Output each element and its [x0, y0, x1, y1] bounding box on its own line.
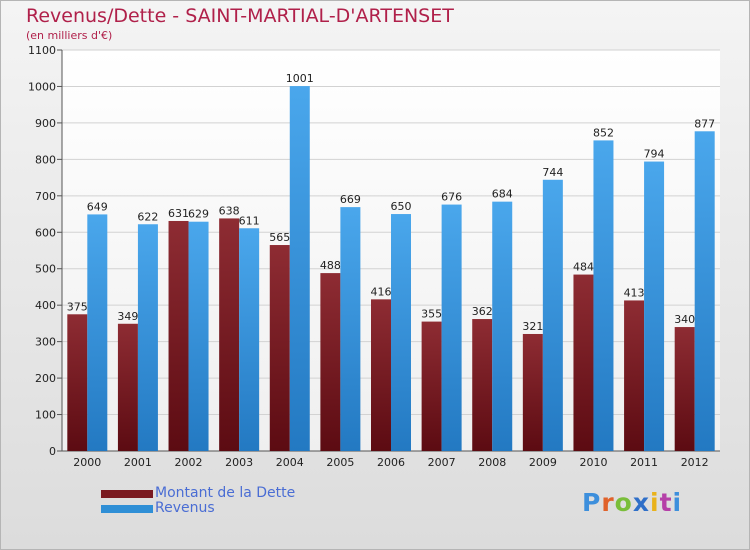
y-tick-label: 500: [35, 263, 56, 276]
x-tick-label: 2012: [681, 456, 709, 469]
value-label-dette: 484: [573, 261, 594, 274]
x-tick-label: 2007: [428, 456, 456, 469]
y-tick-label: 300: [35, 336, 56, 349]
bar-dette: [67, 314, 88, 451]
y-tick-label: 900: [35, 117, 56, 130]
bar-revenus: [289, 86, 310, 451]
value-label-revenus: 684: [492, 188, 513, 201]
value-label-revenus: 1001: [286, 72, 314, 85]
chart-subtitle: (en milliers d'€): [26, 29, 113, 42]
y-tick-label: 400: [35, 299, 56, 312]
bar-dette: [371, 299, 391, 451]
bar-revenus: [542, 179, 563, 451]
value-label-dette: 638: [219, 204, 240, 217]
value-label-dette: 416: [371, 285, 392, 298]
value-label-revenus: 676: [441, 191, 462, 204]
bar-revenus: [137, 224, 158, 451]
x-tick-label: 2000: [73, 456, 101, 469]
value-label-dette: 631: [168, 207, 189, 220]
value-label-revenus: 650: [391, 200, 412, 213]
chart-title: Revenus/Dette - SAINT-MARTIAL-D'ARTENSET: [26, 5, 454, 27]
x-tick-label: 2002: [175, 456, 203, 469]
value-label-dette: 362: [472, 305, 493, 318]
x-tick-label: 2008: [478, 456, 506, 469]
bar-revenus: [391, 214, 411, 451]
brand-logo-letter: i: [650, 488, 660, 517]
x-tick-label: 2009: [529, 456, 557, 469]
y-tick-label: 1100: [28, 44, 56, 57]
value-label-dette: 340: [674, 313, 695, 326]
brand-logo-letter: P: [582, 488, 602, 517]
bar-dette: [117, 323, 138, 451]
y-tick-label: 0: [49, 445, 56, 458]
bar-dette: [219, 218, 240, 451]
brand-logo-letter: o: [614, 488, 633, 517]
value-label-dette: 565: [269, 231, 290, 244]
value-label-revenus: 629: [188, 208, 209, 221]
y-tick-label: 700: [35, 190, 56, 203]
legend-swatch-revenus: [101, 505, 153, 513]
bar-revenus: [87, 214, 108, 451]
bar-revenus: [492, 201, 513, 451]
bar-dette: [624, 300, 645, 451]
bar-dette: [421, 321, 442, 451]
value-label-revenus: 877: [694, 117, 715, 130]
value-label-dette: 413: [624, 286, 645, 299]
brand-logo-letter: i: [672, 488, 683, 517]
bar-revenus: [593, 140, 614, 451]
legend-label-revenus: Revenus: [155, 500, 215, 516]
x-tick-label: 2011: [630, 456, 658, 469]
bar-dette: [269, 245, 290, 451]
bar-revenus: [694, 131, 715, 451]
bar-dette: [522, 333, 543, 451]
y-tick-label: 100: [35, 409, 56, 422]
value-label-dette: 488: [320, 259, 341, 272]
value-label-revenus: 794: [644, 148, 665, 161]
brand-logo-letter: t: [659, 488, 673, 517]
legend-label-dette: Montant de la Dette: [155, 485, 296, 501]
x-tick-label: 2004: [276, 456, 304, 469]
bar-dette: [320, 273, 341, 451]
bar-revenus: [644, 161, 665, 451]
value-label-dette: 375: [67, 300, 88, 313]
bar-dette: [472, 319, 493, 451]
value-label-revenus: 622: [137, 210, 158, 223]
value-label-revenus: 649: [87, 200, 108, 213]
bar-dette: [168, 220, 189, 451]
value-label-dette: 321: [522, 320, 543, 333]
y-tick-label: 600: [35, 226, 56, 239]
bar-revenus: [188, 221, 209, 451]
value-label-dette: 349: [117, 310, 138, 323]
x-tick-label: 2001: [124, 456, 152, 469]
brand-logo-letter: r: [601, 488, 615, 517]
value-label-revenus: 669: [340, 193, 361, 206]
y-tick-label: 800: [35, 153, 56, 166]
x-tick-label: 2006: [377, 456, 405, 469]
value-label-revenus: 744: [542, 166, 563, 179]
x-tick-label: 2005: [326, 456, 354, 469]
legend-swatch-dette: [101, 490, 153, 498]
value-label-revenus: 852: [593, 126, 614, 139]
bar-dette: [674, 327, 695, 451]
y-tick-label: 1000: [28, 80, 56, 93]
bar-revenus: [441, 204, 462, 451]
bar-revenus: [340, 207, 361, 451]
value-label-revenus: 611: [239, 214, 260, 227]
brand-logo-letter: x: [632, 488, 650, 517]
x-tick-label: 2010: [579, 456, 607, 469]
bar-revenus: [239, 228, 260, 451]
bar-dette: [573, 274, 594, 451]
x-tick-label: 2003: [225, 456, 253, 469]
brand-logo: Proxiti: [582, 488, 682, 517]
y-tick-label: 200: [35, 372, 56, 385]
value-label-dette: 355: [421, 308, 442, 321]
